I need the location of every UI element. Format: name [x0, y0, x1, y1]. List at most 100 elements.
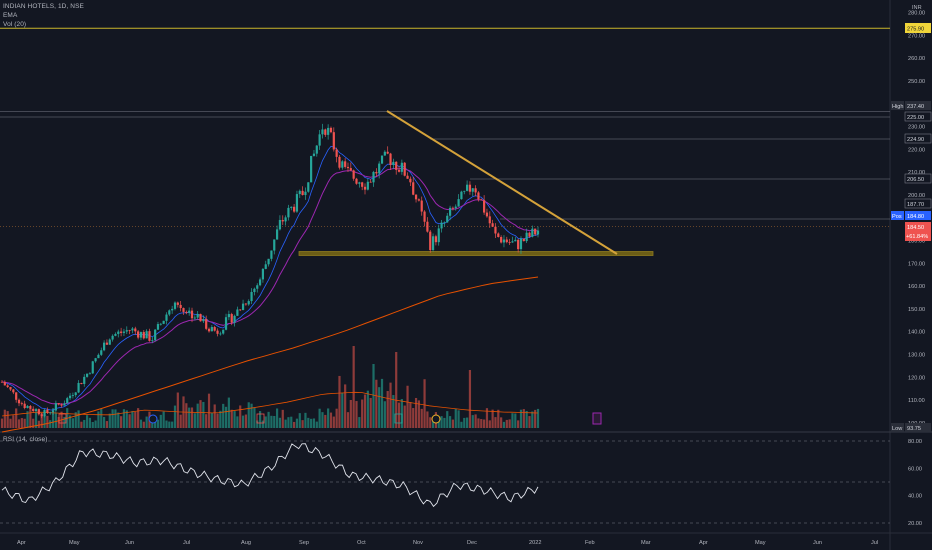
rsi-legend[interactable]: RSI (14, close)	[3, 436, 48, 443]
candle-body	[91, 361, 94, 374]
candle-body	[230, 314, 233, 323]
support-zone[interactable]	[298, 251, 654, 256]
rsi-axis[interactable]: 80.00 60.00 40.00 20.00	[908, 439, 922, 527]
volume-bar	[91, 421, 94, 428]
candle-body	[26, 405, 29, 409]
symbol-legend[interactable]: INDIAN HOTELS, 1D, NSE	[3, 3, 84, 10]
volume-ma-line	[1, 391, 539, 417]
volume-bar	[207, 393, 211, 428]
volume-legend[interactable]: Vol (20)	[3, 21, 27, 28]
level-206-tag[interactable]	[904, 173, 932, 184]
time-axis[interactable]: Apr May Jun Jul Aug Sep Oct Nov Dec 2022 Feb Mar Apr…	[17, 540, 878, 546]
volume-bar	[37, 420, 40, 428]
volume-bar	[463, 417, 466, 428]
candle-body	[531, 228, 534, 237]
volume-bar	[131, 411, 134, 428]
candle-body	[534, 228, 537, 235]
low-tag[interactable]	[905, 423, 931, 432]
last-price-value: 184.50	[907, 225, 924, 231]
candle-body	[264, 264, 267, 269]
volume-bar	[378, 387, 381, 428]
volume-bar	[94, 420, 97, 428]
descending-trendline[interactable]	[386, 110, 618, 255]
candle-body	[63, 403, 66, 406]
price-tick-label: 210.00	[908, 170, 925, 176]
level-225-tag[interactable]	[904, 111, 932, 122]
time-tick-label: Nov	[413, 540, 423, 546]
price-tick-label: 250.00	[908, 79, 925, 85]
volume-bar	[443, 417, 446, 428]
high-tag[interactable]	[905, 101, 931, 110]
volume-bar	[301, 420, 304, 428]
candle-body	[51, 410, 55, 413]
time-tick-label: Oct	[357, 540, 366, 546]
volume-bar	[392, 395, 395, 428]
volume-bar	[134, 411, 137, 428]
candle-body	[97, 354, 100, 359]
candle-body	[295, 194, 299, 212]
low-value: 93.75	[907, 426, 921, 432]
level-224-tag[interactable]	[904, 133, 932, 144]
candle-body	[100, 350, 103, 355]
volume-bar	[483, 419, 486, 428]
pos-tag[interactable]	[905, 211, 931, 220]
volume-bar	[210, 412, 213, 428]
candle-body	[448, 207, 452, 216]
candle-body	[156, 324, 160, 330]
candle-body	[122, 331, 126, 333]
price-tick-label: 230.00	[908, 125, 925, 131]
candle-body	[440, 222, 443, 229]
volume-bar	[267, 411, 270, 428]
volume-bar	[454, 408, 457, 428]
ema-legend[interactable]: EMA	[3, 12, 18, 19]
level-187-tag[interactable]	[904, 198, 932, 209]
volume-bar	[213, 404, 216, 428]
event-marker-icon[interactable]	[394, 413, 403, 424]
candle-body	[54, 403, 57, 411]
low-tag-label-box	[891, 423, 904, 432]
candle-body	[20, 403, 23, 405]
candle-body	[500, 236, 503, 243]
upcoming-earnings-icon[interactable]	[592, 412, 602, 425]
volume-bar	[528, 416, 531, 428]
last-price-tag[interactable]	[905, 222, 931, 241]
volume-bar	[85, 415, 89, 428]
volume-bar	[88, 417, 92, 428]
volume-bar	[40, 412, 43, 428]
top-level-tag[interactable]	[905, 23, 931, 33]
candle-body	[431, 236, 435, 251]
candle-body	[474, 188, 477, 193]
volume-bar	[278, 417, 282, 428]
volume-bar	[185, 403, 188, 428]
time-tick-label: Sep	[299, 540, 309, 546]
candle-body	[227, 314, 230, 318]
candle-body	[383, 151, 386, 156]
volume-bar	[324, 414, 327, 428]
time-tick-label: May	[755, 540, 766, 546]
volume-bar	[122, 409, 126, 428]
volume-bars	[0, 346, 540, 428]
price-tick-label: 150.00	[908, 307, 925, 313]
candle-body	[434, 236, 438, 243]
candle-body	[466, 184, 469, 191]
candle-body	[278, 220, 282, 230]
candle-body	[358, 182, 361, 184]
rsi-line	[1, 443, 539, 508]
volume-bar	[68, 415, 72, 428]
volume-bar	[15, 408, 18, 428]
volume-bar	[406, 385, 409, 428]
candle-body	[335, 149, 338, 157]
volume-bar	[358, 417, 361, 428]
candle-body	[451, 207, 455, 209]
dividend-marker-icon[interactable]	[431, 414, 441, 424]
candle-body	[273, 239, 276, 251]
volume-bar	[29, 409, 32, 428]
candle-body	[301, 190, 304, 196]
earnings-marker-icon[interactable]	[148, 414, 158, 424]
candle-body	[355, 178, 358, 184]
volume-bar	[239, 405, 242, 428]
level-206-value: 206.50	[907, 177, 924, 183]
split-marker-icon[interactable]	[58, 413, 67, 424]
event-marker-icon[interactable]	[256, 413, 265, 424]
